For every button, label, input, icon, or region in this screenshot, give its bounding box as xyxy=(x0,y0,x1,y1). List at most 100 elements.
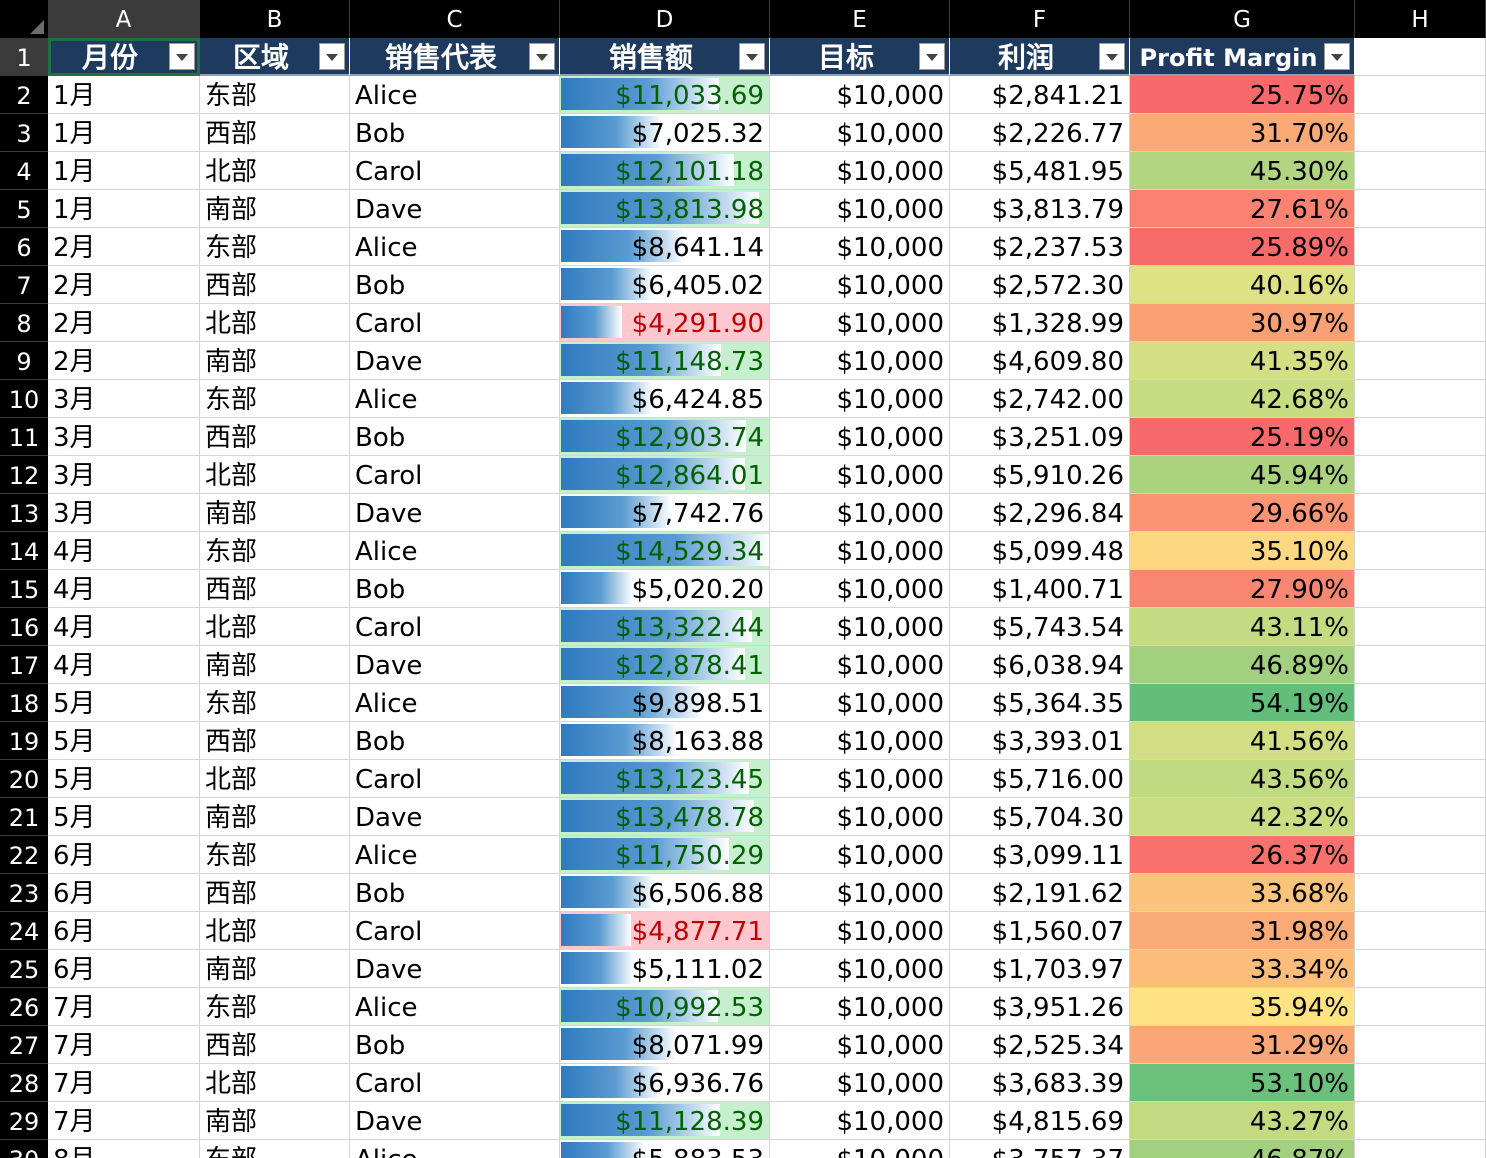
target-cell[interactable]: $10,000 xyxy=(770,760,950,798)
target-cell[interactable]: $10,000 xyxy=(770,1140,950,1158)
empty-cell[interactable] xyxy=(1355,950,1486,988)
empty-cell[interactable] xyxy=(1355,532,1486,570)
target-cell[interactable]: $10,000 xyxy=(770,418,950,456)
profit-cell[interactable]: $1,400.71 xyxy=(950,570,1130,608)
month-cell[interactable]: 1月 xyxy=(48,76,200,114)
column-header-h[interactable]: H xyxy=(1355,0,1486,38)
profit-cell[interactable]: $5,481.95 xyxy=(950,152,1130,190)
month-cell[interactable]: 7月 xyxy=(48,1064,200,1102)
row-header[interactable]: 19 xyxy=(0,722,48,760)
profit-cell[interactable]: $3,099.11 xyxy=(950,836,1130,874)
profit-margin-cell[interactable]: 35.94% xyxy=(1130,988,1355,1026)
month-cell[interactable]: 5月 xyxy=(48,798,200,836)
sales-cell[interactable]: $13,478.78 xyxy=(560,798,770,836)
filter-dropdown-button[interactable] xyxy=(1324,43,1350,70)
sales-cell[interactable]: $5,883.53 xyxy=(560,1140,770,1158)
profit-margin-cell[interactable]: 31.70% xyxy=(1130,114,1355,152)
profit-margin-cell[interactable]: 42.32% xyxy=(1130,798,1355,836)
sales-cell[interactable]: $6,936.76 xyxy=(560,1064,770,1102)
empty-cell[interactable] xyxy=(1355,608,1486,646)
region-cell[interactable]: 南部 xyxy=(200,646,350,684)
sales-cell[interactable]: $8,641.14 xyxy=(560,228,770,266)
row-header[interactable]: 1 xyxy=(0,38,48,76)
month-cell[interactable]: 7月 xyxy=(48,988,200,1026)
month-cell[interactable]: 2月 xyxy=(48,304,200,342)
empty-cell[interactable] xyxy=(1355,874,1486,912)
sales-rep-cell[interactable]: Carol xyxy=(350,608,560,646)
empty-cell[interactable] xyxy=(1355,266,1486,304)
target-cell[interactable]: $10,000 xyxy=(770,456,950,494)
filter-dropdown-button[interactable] xyxy=(919,43,945,70)
sales-cell[interactable]: $8,163.88 xyxy=(560,722,770,760)
empty-cell[interactable] xyxy=(1355,684,1486,722)
column-header-b[interactable]: B xyxy=(200,0,350,38)
row-header[interactable]: 4 xyxy=(0,152,48,190)
sales-rep-cell[interactable]: Alice xyxy=(350,988,560,1026)
sales-cell[interactable]: $14,529.34 xyxy=(560,532,770,570)
empty-cell[interactable] xyxy=(1355,418,1486,456)
region-cell[interactable]: 东部 xyxy=(200,988,350,1026)
sales-cell[interactable]: $12,864.01 xyxy=(560,456,770,494)
row-header[interactable]: 25 xyxy=(0,950,48,988)
empty-cell[interactable] xyxy=(1355,76,1486,114)
profit-cell[interactable]: $2,296.84 xyxy=(950,494,1130,532)
sales-rep-cell[interactable]: Dave xyxy=(350,494,560,532)
header-cell[interactable]: 销售代表 xyxy=(350,38,560,76)
month-cell[interactable]: 7月 xyxy=(48,1026,200,1064)
region-cell[interactable]: 西部 xyxy=(200,266,350,304)
region-cell[interactable]: 东部 xyxy=(200,76,350,114)
target-cell[interactable]: $10,000 xyxy=(770,190,950,228)
filter-dropdown-button[interactable] xyxy=(169,43,195,70)
month-cell[interactable]: 1月 xyxy=(48,190,200,228)
target-cell[interactable]: $10,000 xyxy=(770,798,950,836)
sales-rep-cell[interactable]: Alice xyxy=(350,380,560,418)
header-cell[interactable]: 区域 xyxy=(200,38,350,76)
column-header-g[interactable]: G xyxy=(1130,0,1355,38)
profit-cell[interactable]: $5,099.48 xyxy=(950,532,1130,570)
profit-cell[interactable]: $2,191.62 xyxy=(950,874,1130,912)
region-cell[interactable]: 西部 xyxy=(200,1026,350,1064)
sales-rep-cell[interactable]: Carol xyxy=(350,760,560,798)
region-cell[interactable]: 东部 xyxy=(200,836,350,874)
sales-cell[interactable]: $13,123.45 xyxy=(560,760,770,798)
profit-cell[interactable]: $6,038.94 xyxy=(950,646,1130,684)
month-cell[interactable]: 5月 xyxy=(48,684,200,722)
empty-cell[interactable] xyxy=(1355,456,1486,494)
target-cell[interactable]: $10,000 xyxy=(770,988,950,1026)
month-cell[interactable]: 6月 xyxy=(48,836,200,874)
region-cell[interactable]: 东部 xyxy=(200,532,350,570)
select-all-corner[interactable] xyxy=(0,0,49,39)
header-cell[interactable]: 月份 xyxy=(48,38,200,76)
region-cell[interactable]: 东部 xyxy=(200,684,350,722)
profit-cell[interactable]: $2,237.53 xyxy=(950,228,1130,266)
sales-cell[interactable]: $6,405.02 xyxy=(560,266,770,304)
profit-margin-cell[interactable]: 29.66% xyxy=(1130,494,1355,532)
row-header[interactable]: 6 xyxy=(0,228,48,266)
sales-cell[interactable]: $12,878.41 xyxy=(560,646,770,684)
sales-rep-cell[interactable]: Bob xyxy=(350,570,560,608)
profit-cell[interactable]: $1,328.99 xyxy=(950,304,1130,342)
profit-cell[interactable]: $5,716.00 xyxy=(950,760,1130,798)
empty-cell[interactable] xyxy=(1355,1064,1486,1102)
empty-cell[interactable] xyxy=(1355,304,1486,342)
empty-cell[interactable] xyxy=(1355,228,1486,266)
sales-rep-cell[interactable]: Bob xyxy=(350,722,560,760)
target-cell[interactable]: $10,000 xyxy=(770,646,950,684)
target-cell[interactable]: $10,000 xyxy=(770,152,950,190)
sales-cell[interactable]: $11,033.69 xyxy=(560,76,770,114)
header-cell[interactable]: 目标 xyxy=(770,38,950,76)
sales-cell[interactable]: $11,148.73 xyxy=(560,342,770,380)
region-cell[interactable]: 东部 xyxy=(200,228,350,266)
empty-cell[interactable] xyxy=(1355,798,1486,836)
sales-rep-cell[interactable]: Dave xyxy=(350,798,560,836)
sales-cell[interactable]: $11,750.29 xyxy=(560,836,770,874)
profit-cell[interactable]: $4,815.69 xyxy=(950,1102,1130,1140)
profit-margin-cell[interactable]: 41.56% xyxy=(1130,722,1355,760)
profit-cell[interactable]: $3,393.01 xyxy=(950,722,1130,760)
region-cell[interactable]: 北部 xyxy=(200,912,350,950)
target-cell[interactable]: $10,000 xyxy=(770,1064,950,1102)
target-cell[interactable]: $10,000 xyxy=(770,494,950,532)
sales-rep-cell[interactable]: Carol xyxy=(350,912,560,950)
target-cell[interactable]: $10,000 xyxy=(770,304,950,342)
region-cell[interactable]: 南部 xyxy=(200,798,350,836)
